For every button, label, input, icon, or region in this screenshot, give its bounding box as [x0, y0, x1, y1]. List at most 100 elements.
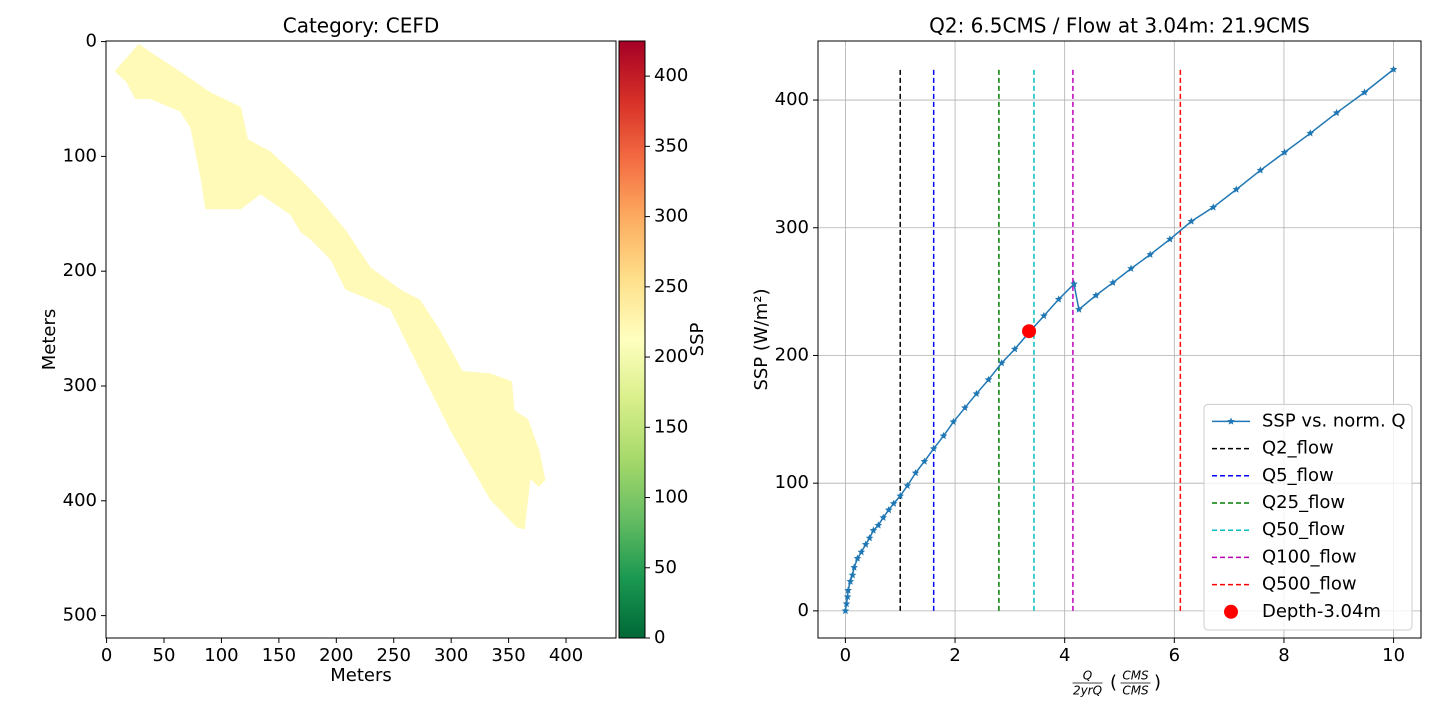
marker [874, 521, 883, 529]
colorbar-label: SSP [687, 323, 708, 357]
colorbar-tick-label: 200 [654, 346, 688, 367]
colorbar-tick-label: 300 [654, 206, 688, 227]
marker [889, 499, 898, 507]
colorbar-tick-label: 50 [654, 557, 677, 578]
legend [1203, 403, 1413, 631]
marker [961, 403, 969, 412]
legend-label: SSP vs. norm. Q [1262, 410, 1406, 431]
marker [1209, 203, 1218, 211]
marker [1389, 65, 1398, 73]
marker [911, 468, 920, 477]
x-label-paren: ( [1110, 672, 1117, 693]
x-tick-label: 100 [204, 645, 238, 666]
x-tick-label: 8 [1278, 645, 1289, 666]
marker [1280, 148, 1289, 156]
marker [853, 554, 862, 562]
marker [843, 592, 852, 601]
marker [1092, 291, 1100, 299]
marker [1040, 311, 1048, 320]
marker [1232, 185, 1241, 193]
y-tick-label: 400 [63, 490, 97, 511]
x-tick-label: 4 [1059, 645, 1070, 666]
marker [1109, 278, 1117, 286]
marker [896, 491, 905, 500]
x-tick-label: 200 [319, 645, 353, 666]
marker [846, 577, 855, 585]
legend-label: Depth-3.04m [1262, 601, 1381, 622]
x-tick-label: 50 [153, 645, 176, 666]
y-tick-label: 400 [775, 89, 809, 110]
marker [1360, 88, 1369, 96]
marker [884, 505, 893, 514]
marker [869, 526, 878, 534]
x-label-paren: ) [1154, 672, 1161, 693]
x-tick-label: 300 [434, 645, 468, 666]
legend-label: Q5_flow [1262, 465, 1334, 486]
y-axis-label: SSP (W/m²) [751, 288, 772, 390]
y-tick-label: 100 [775, 472, 809, 493]
legend-label: Q100_flow [1262, 546, 1357, 567]
marker [997, 359, 1006, 367]
marker [879, 513, 888, 521]
marker [841, 606, 850, 615]
marker [920, 457, 929, 465]
x-label-denominator: 2yrQ [1073, 684, 1102, 698]
x-tick-label: 0 [840, 645, 851, 666]
y-tick-label: 300 [775, 217, 809, 238]
y-tick-label: 200 [775, 344, 809, 365]
marker [842, 599, 851, 608]
marker [929, 444, 938, 452]
marker [1306, 129, 1315, 137]
region [114, 43, 546, 530]
x-tick-label: 2 [949, 645, 960, 666]
y-tick-label: 200 [63, 260, 97, 281]
legend-label: Q500_flow [1262, 574, 1357, 595]
legend-label: Q2_flow [1262, 438, 1334, 459]
marker [1187, 217, 1196, 225]
axes-frame [105, 40, 617, 639]
colorbar-tick-label: 350 [654, 135, 688, 156]
marker [865, 534, 874, 542]
y-tick-label: 100 [63, 145, 97, 166]
legend-label: Q50_flow [1262, 519, 1345, 540]
marker [861, 540, 870, 548]
x-tick-label: 150 [262, 645, 296, 666]
marker [1332, 108, 1341, 117]
colorbar-tick-label: 0 [654, 627, 665, 648]
x-tick-label: 250 [377, 645, 411, 666]
marker [848, 571, 857, 579]
colorbar-tick-label: 100 [654, 487, 688, 508]
colorbar [618, 40, 646, 639]
marker [939, 431, 948, 440]
x-tick-label: 350 [491, 645, 525, 666]
colorbar-tick-label: 250 [654, 276, 688, 297]
legend-marker [1227, 417, 1235, 425]
x-label-numerator: Q [1083, 669, 1092, 683]
point [1022, 324, 1037, 339]
marker [1256, 166, 1265, 174]
marker [1127, 264, 1135, 272]
marker [1070, 279, 1078, 288]
marker [1054, 295, 1063, 303]
y-tick-label: 500 [63, 605, 97, 626]
x-tick-label: 400 [549, 645, 583, 666]
x-tick-label: 10 [1382, 645, 1405, 666]
marker [1075, 305, 1083, 313]
marker [1010, 345, 1019, 353]
y-tick-label: 300 [63, 375, 97, 396]
x-axis-label: Meters [330, 665, 392, 686]
legend-marker [1224, 604, 1238, 619]
colorbar-tick-label: 150 [654, 416, 688, 437]
marker [844, 586, 852, 594]
x-tick-label: 6 [1169, 645, 1180, 666]
x-label-unit-numerator: CMS [1122, 669, 1149, 683]
y-tick-label: 0 [86, 31, 97, 52]
marker [1146, 250, 1154, 258]
y-axis-label: Meters [39, 309, 60, 371]
y-tick-label: 0 [798, 600, 809, 621]
marker [850, 563, 858, 571]
x-label-unit-denominator: CMS [1122, 684, 1149, 698]
legend-label: Q25_flow [1262, 492, 1345, 513]
marker [984, 375, 993, 383]
